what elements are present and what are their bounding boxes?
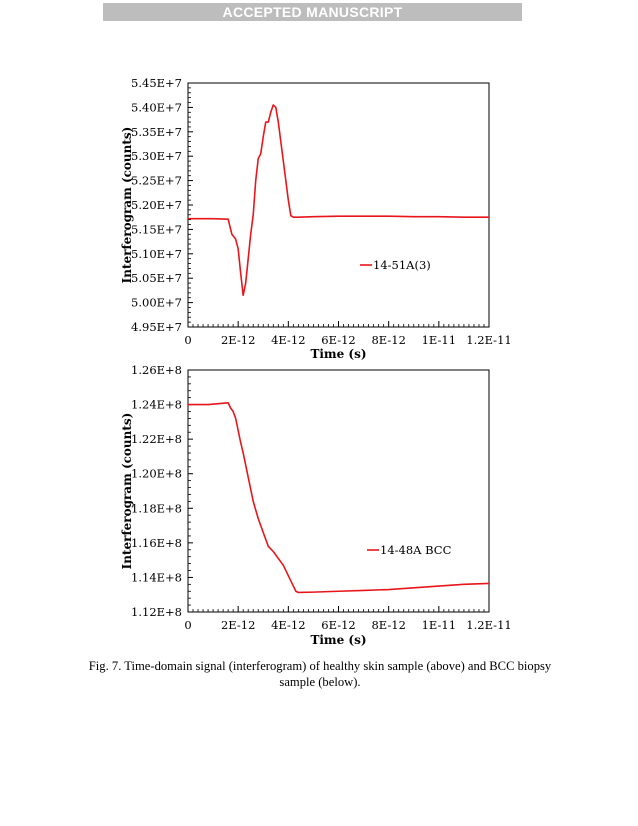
legend-label: 14-48A BCC — [380, 543, 452, 557]
x-tick-label: 8E-12 — [371, 618, 405, 632]
series-line — [188, 104, 489, 297]
caption-line-1: Fig. 7. Time-domain signal (interferogra… — [88, 659, 552, 673]
y-tick-label: 5.10E+7 — [131, 247, 182, 261]
y-tick-label: 1.18E+8 — [131, 501, 182, 515]
x-tick-label: 8E-12 — [371, 333, 405, 347]
y-tick-label: 1.20E+8 — [131, 467, 182, 481]
plot-frame — [187, 82, 490, 328]
y-tick-label: 1.22E+8 — [131, 432, 182, 446]
y-tick-label: 5.30E+7 — [131, 149, 182, 163]
y-axis-title: Interferogram (counts) — [120, 127, 134, 284]
figure-caption: Fig. 7. Time-domain signal (interferogra… — [70, 658, 570, 690]
y-tick-label: 4.95E+7 — [131, 320, 182, 334]
y-tick-label: 1.16E+8 — [131, 536, 182, 550]
chart-1: 4.95E+7 5.00E+7 5.05E+7 5.10E+7 5.15E+7 5.20E… — [120, 76, 512, 361]
accepted-manuscript-banner: ACCEPTED MANUSCRIPT — [103, 3, 522, 21]
y-axis-title: Interferogram (counts) — [120, 413, 134, 570]
y-tick-label: 5.35E+7 — [131, 125, 182, 139]
x-tick-label: 1.2E-11 — [466, 333, 511, 347]
x-tick-label: 1E-11 — [422, 333, 456, 347]
caption-line-2: sample (below). — [279, 675, 361, 689]
x-tick-label: 4E-12 — [271, 618, 305, 632]
y-tick-label: 5.00E+7 — [131, 296, 182, 310]
y-tick-label: 5.05E+7 — [131, 271, 182, 285]
y-tick-label: 1.14E+8 — [131, 570, 182, 584]
x-tick-label: 6E-12 — [321, 618, 355, 632]
y-tick-label: 5.20E+7 — [131, 198, 182, 212]
plot-frame — [187, 369, 490, 613]
x-tick-label: 1E-11 — [422, 618, 456, 632]
x-tick-label: 1.2E-11 — [466, 618, 511, 632]
series-line — [188, 402, 490, 594]
y-tick-label: 5.45E+7 — [131, 76, 182, 90]
y-tick-label: 1.26E+8 — [131, 363, 182, 377]
legend-label: 14-51A(3) — [373, 258, 431, 272]
x-tick-label: 0 — [184, 618, 191, 632]
x-tick-label: 2E-12 — [221, 333, 255, 347]
x-axis-title: Time (s) — [310, 347, 366, 361]
x-tick-label: 2E-12 — [221, 618, 255, 632]
x-axis-title: Time (s) — [310, 633, 366, 647]
y-tick-label: 1.24E+8 — [131, 398, 182, 412]
x-tick-label: 0 — [184, 333, 191, 347]
x-tick-label: 4E-12 — [271, 333, 305, 347]
x-tick-label: 6E-12 — [321, 333, 355, 347]
y-tick-label: 5.15E+7 — [131, 222, 182, 236]
y-tick-label: 1.12E+8 — [131, 605, 182, 619]
y-tick-label: 5.25E+7 — [131, 174, 182, 188]
chart-2: 1.12E+8 1.14E+8 1.16E+8 1.18E+8 1.20E+8 1.22E… — [120, 363, 512, 647]
y-tick-label: 5.40E+7 — [131, 100, 182, 114]
